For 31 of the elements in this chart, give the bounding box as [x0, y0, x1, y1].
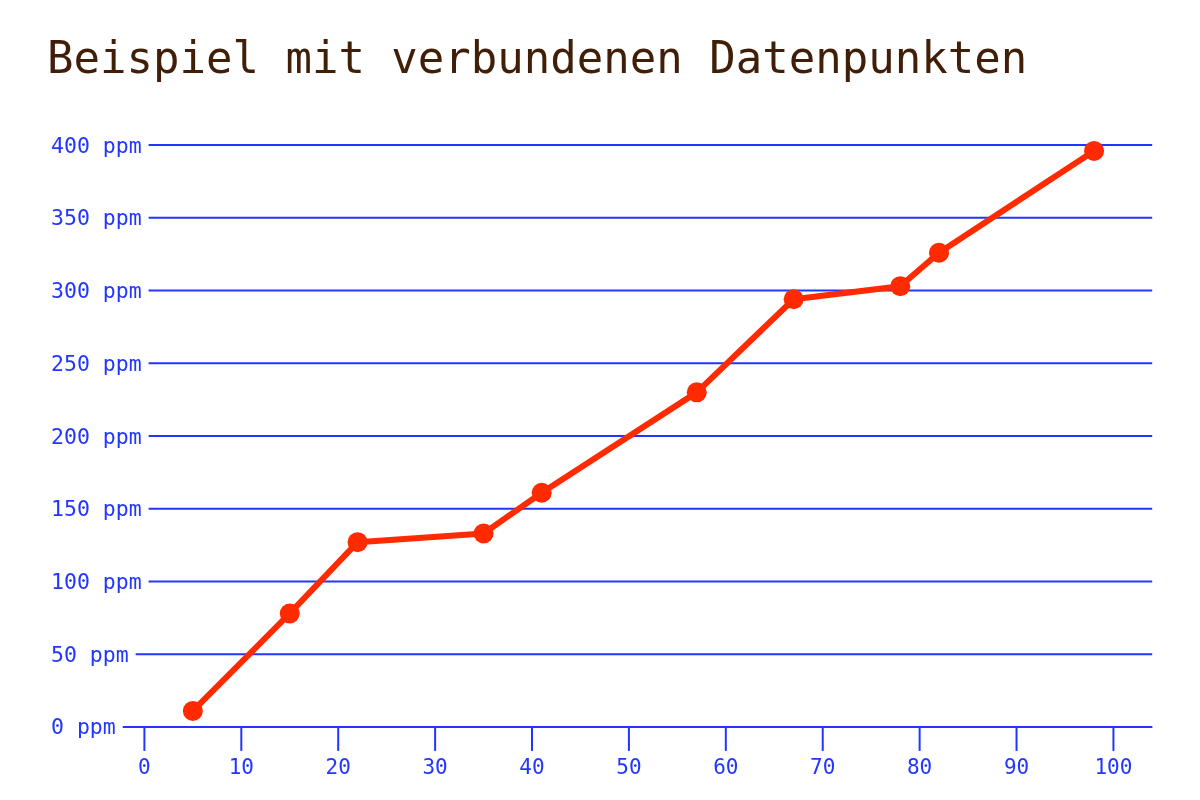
chart-title: Beispiel mit verbundenen Datenpunkten — [47, 32, 1028, 83]
point — [686, 382, 707, 403]
y-tick-label: 400 ppm — [51, 132, 142, 158]
x-tick-label: 10 — [228, 755, 254, 780]
y-tick-label: 100 ppm — [51, 568, 142, 594]
x-tick-label: 60 — [713, 755, 739, 780]
point — [1084, 140, 1105, 161]
point — [890, 276, 911, 297]
point — [473, 523, 494, 544]
x-tick-label: 30 — [422, 755, 448, 780]
y-tick-label: 350 ppm — [51, 205, 142, 231]
y-tick-label: 300 ppm — [51, 278, 142, 304]
x-tick-label: 0 — [138, 755, 151, 780]
point — [531, 482, 552, 503]
point — [347, 532, 368, 553]
y-tick-label: 150 ppm — [51, 496, 142, 522]
x-tick-label: 50 — [616, 755, 642, 780]
point — [783, 289, 804, 310]
y-tick-label: 200 ppm — [51, 423, 142, 449]
point — [929, 242, 950, 263]
x-tick-label: 70 — [810, 755, 836, 780]
y-tick-label: 50 ppm — [51, 641, 129, 667]
point — [182, 700, 203, 721]
x-tick-label: 100 — [1094, 755, 1133, 780]
x-tick-label: 90 — [1003, 755, 1030, 780]
y-tick-label: 250 ppm — [51, 350, 142, 376]
x-tick-label: 80 — [906, 755, 933, 780]
x-tick-label: 20 — [325, 755, 351, 780]
x-tick-label: 40 — [519, 755, 545, 780]
point — [279, 603, 300, 624]
y-tick-label: 0 ppm — [51, 714, 116, 740]
